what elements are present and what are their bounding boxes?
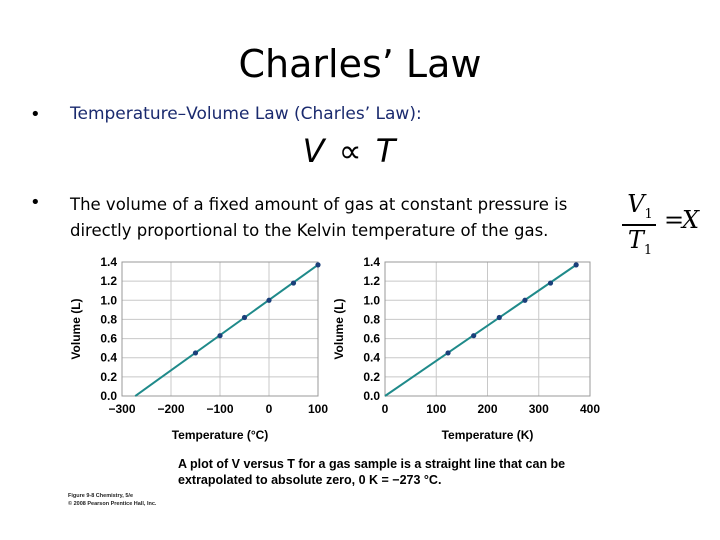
y-tick-label: 0.2 — [100, 370, 117, 384]
series-line — [134, 264, 319, 397]
x-tick-label: −300 — [108, 402, 135, 416]
credit-line-1: Figure 9-8 Chemistry, 5/e — [68, 493, 134, 499]
x-tick-label: 0 — [382, 402, 389, 416]
y-tick-label: 0.4 — [100, 351, 117, 365]
bullet-symbol: • — [30, 192, 41, 213]
fraction-bar — [622, 224, 656, 226]
ratio-denominator: T1 — [627, 226, 653, 258]
slide-title: Charles’ Law — [238, 42, 482, 86]
y-tick-label: 0.8 — [363, 312, 380, 326]
x-tick-label: −200 — [157, 402, 184, 416]
data-point — [315, 262, 321, 268]
plot-frame — [121, 261, 319, 397]
y-tick-label: 1.0 — [100, 293, 117, 307]
y-tick-label: 0.2 — [363, 370, 380, 384]
data-point — [192, 350, 199, 356]
data-point — [445, 350, 451, 356]
y-tick-label: 1.4 — [100, 255, 117, 269]
y-tick-label: 0.4 — [363, 351, 380, 365]
ratio-constant: X — [682, 206, 700, 234]
data-point — [241, 314, 248, 321]
data-point — [573, 262, 579, 268]
data-point — [496, 314, 502, 321]
proportionality-formula: V ∝ T — [302, 132, 398, 170]
series-line — [384, 264, 577, 397]
data-point — [217, 333, 223, 339]
x-axis-label: Temperature (°C) — [172, 428, 269, 442]
y-tick-label: 1.0 — [363, 293, 380, 307]
y-tick-label: 1.2 — [363, 274, 380, 288]
x-tick-label: 400 — [580, 402, 600, 416]
x-tick-label: 0 — [266, 402, 273, 416]
y-axis-label: Volume (L) — [69, 298, 83, 359]
bullet-symbol: • — [30, 104, 41, 125]
y-tick-label: 0.6 — [363, 332, 380, 346]
x-tick-label: 100 — [426, 402, 446, 416]
credit-line-2: © 2008 Pearson Prentice Hall, Inc. — [68, 501, 157, 507]
plot-frame — [384, 261, 591, 397]
figure-credit: Figure 9-8 Chemistry, 5/e © 2008 Pearson… — [68, 492, 156, 508]
data-point — [471, 333, 477, 339]
x-tick-label: 100 — [308, 402, 328, 416]
y-axis-label: Volume (L) — [332, 298, 346, 359]
y-tick-label: 0.0 — [100, 389, 117, 403]
data-point — [290, 280, 297, 286]
data-point — [522, 297, 528, 303]
figure-caption: A plot of V versus T for a gas sample is… — [178, 457, 566, 487]
equals-sign: = — [664, 206, 685, 234]
bullet-text: The volume of a fixed amount of gas at c… — [70, 195, 568, 240]
x-tick-label: 200 — [477, 402, 497, 416]
y-tick-label: 1.4 — [363, 255, 380, 269]
bullet-text: Temperature–Volume Law (Charles’ Law): — [70, 104, 422, 124]
ratio-numerator: V1 — [627, 190, 653, 222]
x-tick-label: 300 — [529, 402, 549, 416]
x-tick-label: −100 — [206, 402, 233, 416]
y-tick-label: 0.8 — [100, 312, 117, 326]
y-tick-label: 0.6 — [100, 332, 117, 346]
y-tick-label: 1.2 — [100, 274, 117, 288]
data-point — [266, 297, 272, 303]
data-point — [547, 280, 554, 286]
x-axis-label: Temperature (K) — [442, 428, 534, 442]
y-tick-label: 0.0 — [363, 389, 380, 403]
